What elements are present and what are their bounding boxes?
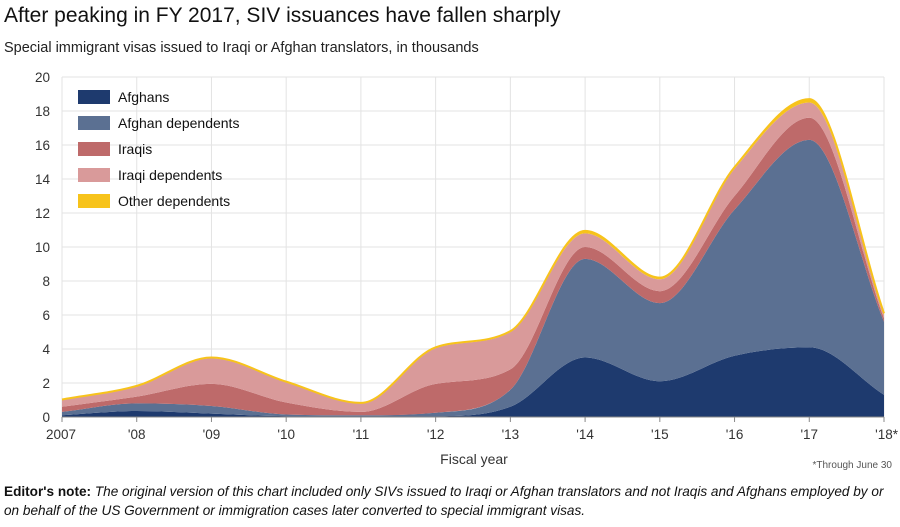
y-tick-label: 10 — [35, 240, 50, 255]
y-tick-label: 12 — [35, 206, 50, 221]
x-tick-label: '13 — [502, 427, 520, 442]
x-tick-label: '15 — [651, 427, 669, 442]
legend-swatch-iraqis — [78, 142, 110, 156]
legend-swatch-iraqi-dependents — [78, 168, 110, 182]
editors-note-lead: Editor's note: — [4, 484, 92, 499]
editors-note-body: The original version of this chart inclu… — [4, 484, 884, 518]
y-tick-label: 2 — [42, 376, 50, 391]
x-tick-label: '17 — [800, 427, 818, 442]
area-series — [61, 98, 885, 417]
footnote: *Through June 30 — [812, 460, 892, 471]
x-tick-label: '18* — [875, 427, 899, 442]
x-tick-label: '08 — [128, 427, 146, 442]
legend-swatch-afghan-dependents — [78, 116, 110, 130]
y-tick-label: 8 — [42, 274, 50, 289]
x-tick-label: '10 — [277, 427, 295, 442]
axes: 0 2 4 6 8 10 12 14 16 18 20 2007 '08 '09 '10 '11 '12 '13 '… — [35, 70, 899, 442]
x-tick-label: '16 — [726, 427, 744, 442]
x-tick-label: '09 — [203, 427, 221, 442]
legend: Afghans Afghan dependents Iraqis Iraqi depe… — [78, 89, 239, 209]
legend-label-afghan-dependents: Afghan dependents — [118, 115, 239, 131]
legend-label-afghans: Afghans — [118, 89, 169, 105]
x-tick-label: '12 — [427, 427, 445, 442]
y-tick-label: 4 — [42, 342, 50, 357]
y-tick-label: 16 — [35, 138, 50, 153]
area-afghans — [62, 347, 884, 417]
y-tick-label: 14 — [35, 172, 51, 187]
chart-title: After peaking in FY 2017, SIV issuances … — [4, 4, 561, 27]
area-afghan-dependents — [62, 139, 884, 417]
legend-swatch-other-dependents — [78, 194, 110, 208]
x-tick-label: '11 — [353, 427, 370, 442]
y-tick-label: 0 — [42, 410, 50, 425]
legend-swatch-afghans — [78, 90, 110, 104]
y-tick-label: 6 — [42, 308, 50, 323]
legend-label-iraqis: Iraqis — [118, 141, 152, 157]
line-total-outline — [61, 98, 885, 404]
editors-note: Editor's note: The original version of t… — [4, 482, 894, 520]
stacked-area-chart: 0 2 4 6 8 10 12 14 16 18 20 2007 '08 '09 '10 '11 '12 '13 '… — [35, 70, 899, 467]
legend-label-other-dependents: Other dependents — [118, 193, 230, 209]
y-tick-label: 18 — [35, 104, 50, 119]
x-tick-label: 2007 — [46, 427, 76, 442]
chart-subtitle: Special immigrant visas issued to Iraqi … — [4, 40, 479, 56]
x-axis-title: Fiscal year — [440, 451, 508, 467]
y-tick-label: 20 — [35, 70, 50, 85]
area-iraqi-dependents — [62, 102, 884, 412]
legend-label-iraqi-dependents: Iraqi dependents — [118, 167, 222, 183]
x-tick-label: '14 — [576, 427, 594, 442]
